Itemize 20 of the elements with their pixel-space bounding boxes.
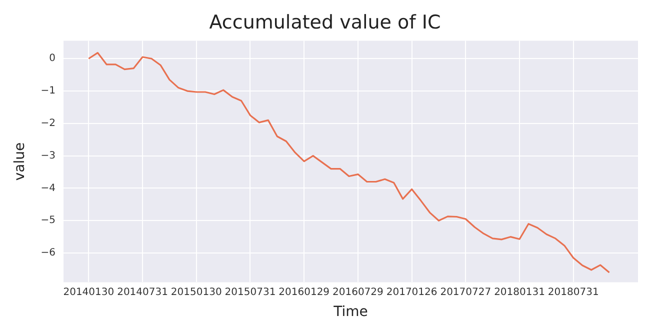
y-tick-label: 0 [49, 53, 56, 64]
x-tick-label: 20180731 [548, 286, 599, 298]
x-tick-label: 20170727 [440, 286, 492, 298]
y-tick-label: −4 [40, 182, 56, 194]
chart-title: Accumulated value of IC [209, 11, 441, 34]
y-tick-label: −1 [40, 86, 56, 97]
x-tick-label: 20160129 [278, 286, 330, 298]
x-tick-label: 20150731 [224, 286, 276, 298]
y-axis-title: value [12, 142, 28, 181]
x-tick-label: 20180131 [494, 286, 545, 298]
y-tick-label: −5 [40, 215, 56, 226]
x-tick-label: 20140130 [63, 286, 114, 298]
y-tick-label: −3 [40, 150, 56, 162]
y-tick-label: −6 [40, 248, 56, 259]
y-tick-label: −2 [40, 118, 56, 130]
x-tick-label: 20140731 [117, 286, 168, 298]
x-axis-title: Time [332, 304, 368, 320]
x-tick-label: 20170126 [386, 286, 438, 298]
x-tick-label: 20150130 [170, 286, 222, 298]
x-tick-label: 20160729 [332, 286, 384, 298]
